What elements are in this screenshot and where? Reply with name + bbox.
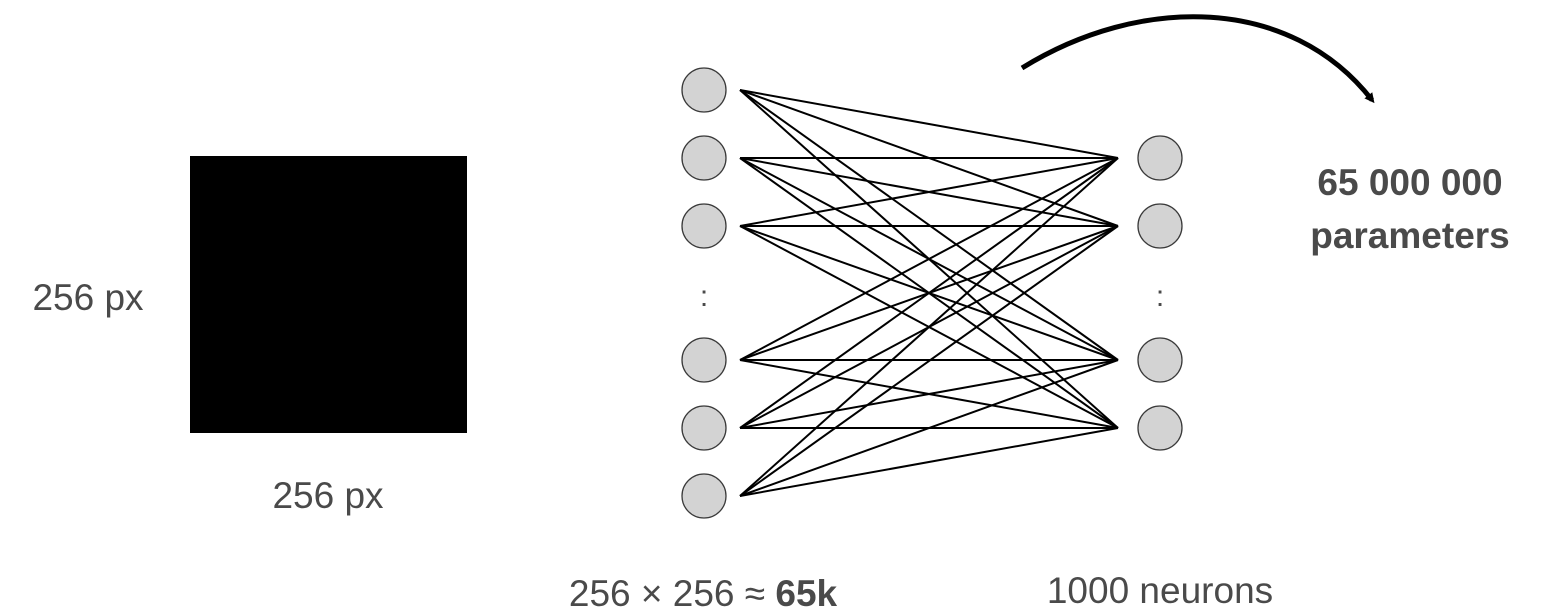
connection-line bbox=[739, 89, 1119, 159]
connection-line bbox=[739, 157, 1119, 227]
curved-arrow-icon bbox=[1020, 14, 1375, 104]
image-height-label: 256 px bbox=[32, 277, 144, 318]
output-size-caption: 1000 neurons bbox=[1047, 570, 1273, 611]
connection-line bbox=[739, 225, 1119, 497]
input-ellipsis: : bbox=[700, 280, 708, 313]
connection-line bbox=[739, 157, 1119, 429]
image-width-label: 256 px bbox=[272, 475, 384, 516]
output-layer: : bbox=[1137, 135, 1183, 451]
connection-line bbox=[739, 157, 1119, 361]
input-neuron bbox=[681, 473, 727, 519]
output-ellipsis: : bbox=[1156, 280, 1164, 313]
input-neuron bbox=[681, 337, 727, 383]
input-neuron bbox=[681, 135, 727, 181]
connection-line bbox=[739, 427, 1119, 497]
parameters-count: 65 000 000 bbox=[1317, 162, 1502, 203]
output-neuron bbox=[1137, 337, 1183, 383]
input-size-result: 65k bbox=[775, 573, 837, 614]
connections bbox=[739, 89, 1119, 497]
input-image bbox=[190, 156, 467, 433]
parameters-word: parameters bbox=[1310, 215, 1510, 256]
output-neuron bbox=[1137, 135, 1183, 181]
connection-line bbox=[739, 157, 1119, 497]
input-size-caption: 256 × 256 ≈ 65k bbox=[569, 573, 838, 614]
input-layer: : bbox=[681, 67, 727, 519]
input-size-formula: 256 × 256 ≈ bbox=[569, 573, 776, 614]
output-neuron bbox=[1137, 203, 1183, 249]
connection-line bbox=[739, 359, 1119, 497]
input-neuron bbox=[681, 67, 727, 113]
output-neuron bbox=[1137, 405, 1183, 451]
input-neuron bbox=[681, 203, 727, 249]
input-neuron bbox=[681, 405, 727, 451]
connection-line bbox=[739, 359, 1119, 429]
